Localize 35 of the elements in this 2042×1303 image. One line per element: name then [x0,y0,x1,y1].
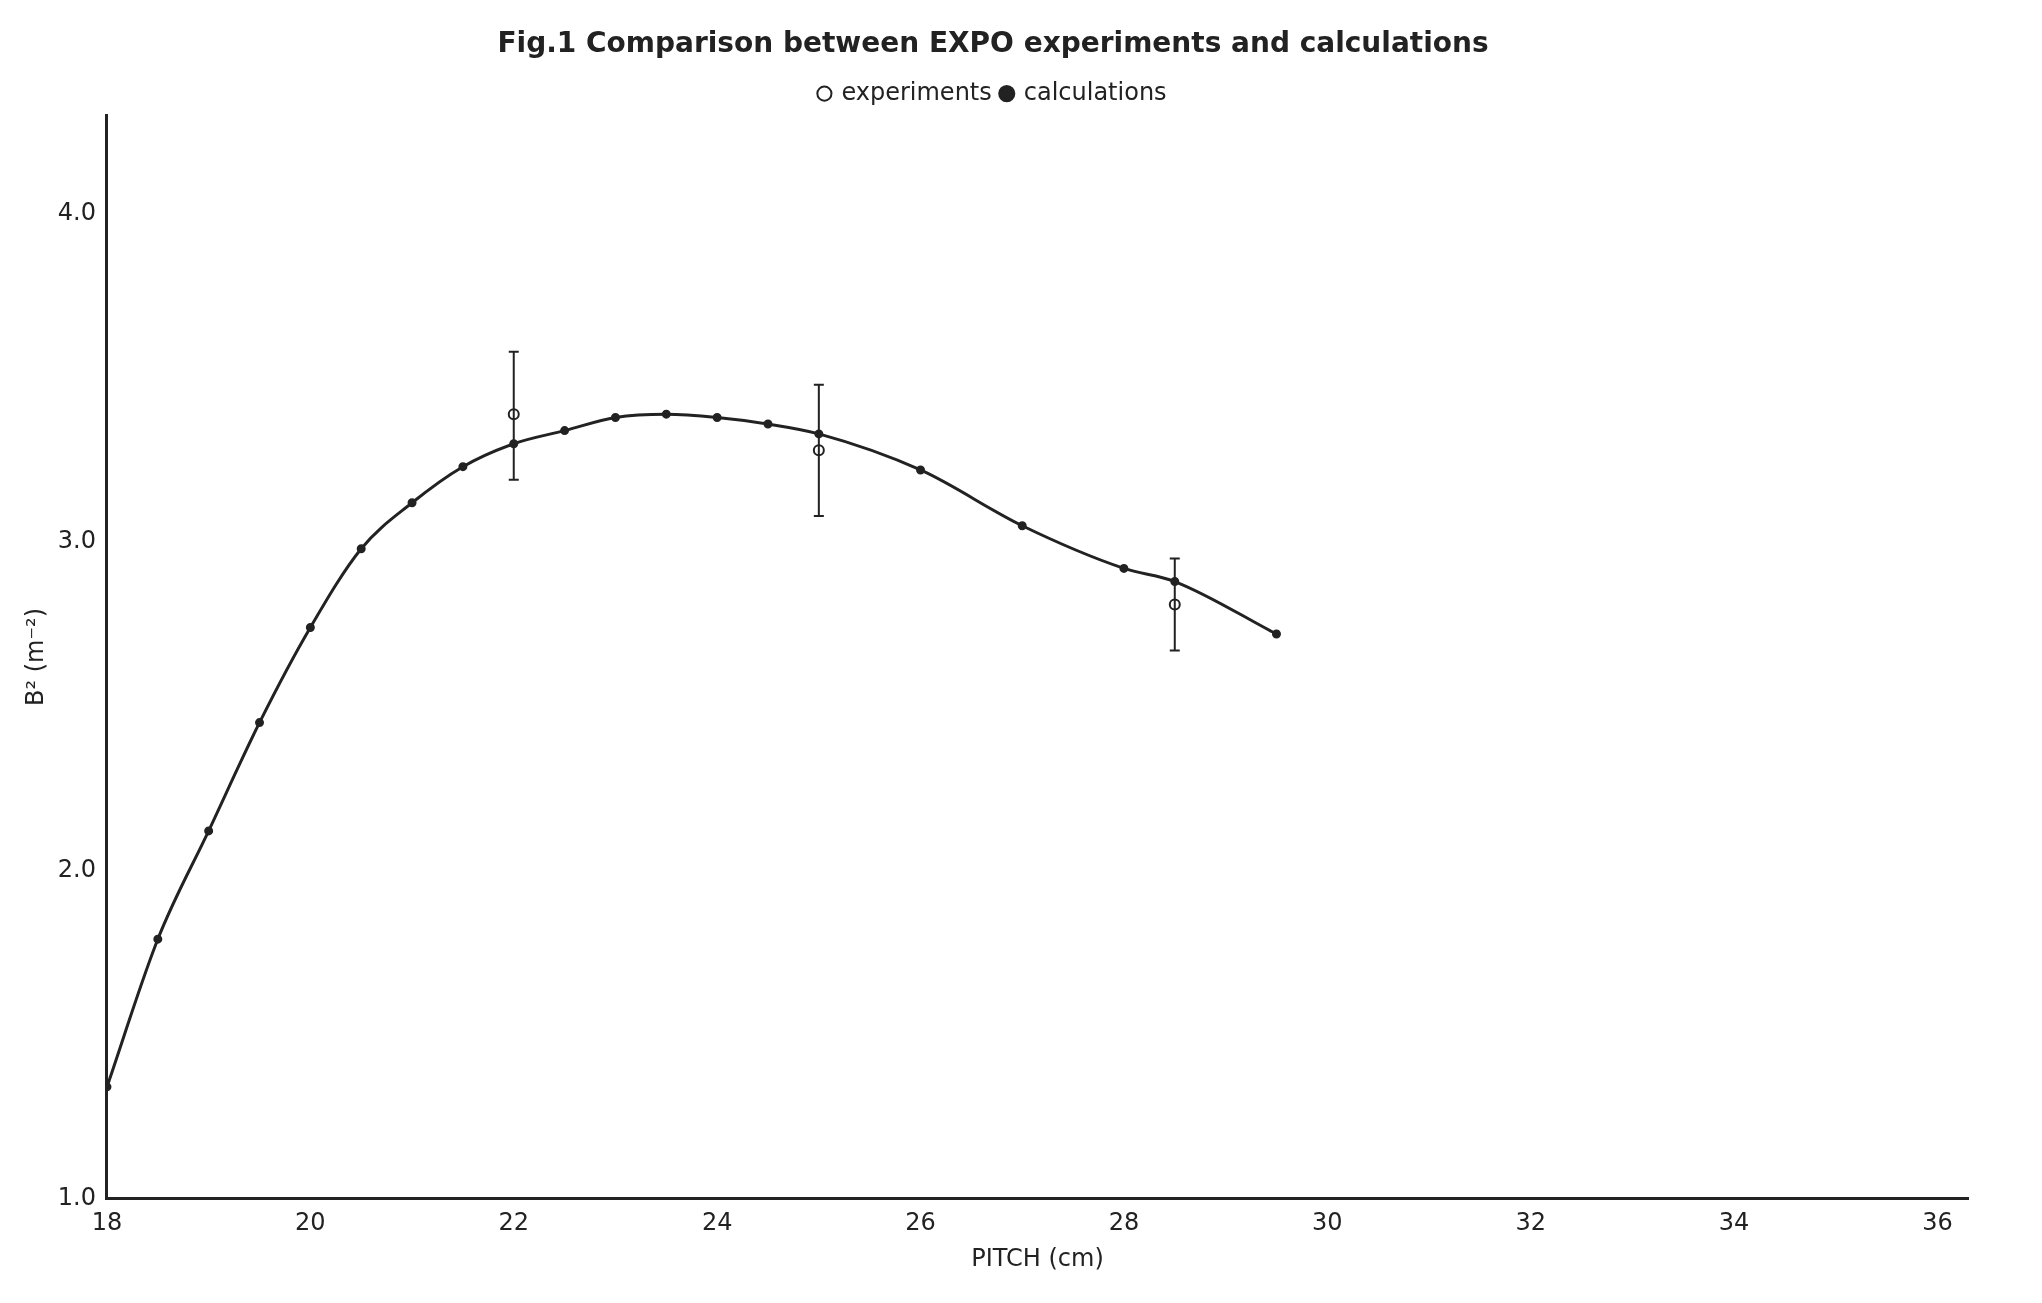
point [1119,563,1129,573]
point [305,622,315,632]
x-tick-label: 24 [701,1208,733,1237]
x-tick-label: 20 [295,1208,326,1237]
x-tick-label: 28 [1108,1208,1140,1237]
point [1017,521,1027,531]
y-tick-label: 2.0 [57,854,96,883]
point [763,419,773,429]
point [610,412,620,422]
x-tick-label: 30 [1312,1208,1343,1237]
legend-label: experiments [841,77,992,106]
y-tick-label: 4.0 [57,198,96,227]
point [204,826,214,836]
point [255,718,265,728]
point [560,426,570,436]
x-tick-label: 32 [1515,1208,1546,1237]
point [661,409,671,419]
y-tick-label: 3.0 [57,526,96,555]
chart-title: Fig.1 Comparison between EXPO experiments and calculations [497,26,1489,60]
point [458,462,468,472]
x-tick-label: 22 [498,1208,530,1237]
x-tick-label: 18 [91,1208,123,1237]
point [916,465,926,475]
y-axis-title: B² (m⁻²) [20,607,49,707]
x-axis-title: PITCH (cm) [971,1243,1104,1272]
x-tick-label: 36 [1922,1208,1953,1237]
point [356,544,366,554]
y-tick-label: 1.0 [57,1182,96,1211]
point [153,934,163,944]
point [712,412,722,422]
x-tick-label: 26 [905,1208,936,1237]
point [407,498,417,508]
point [1271,629,1281,639]
legend-label: calculations [1023,77,1167,106]
x-tick-label: 34 [1718,1208,1750,1237]
